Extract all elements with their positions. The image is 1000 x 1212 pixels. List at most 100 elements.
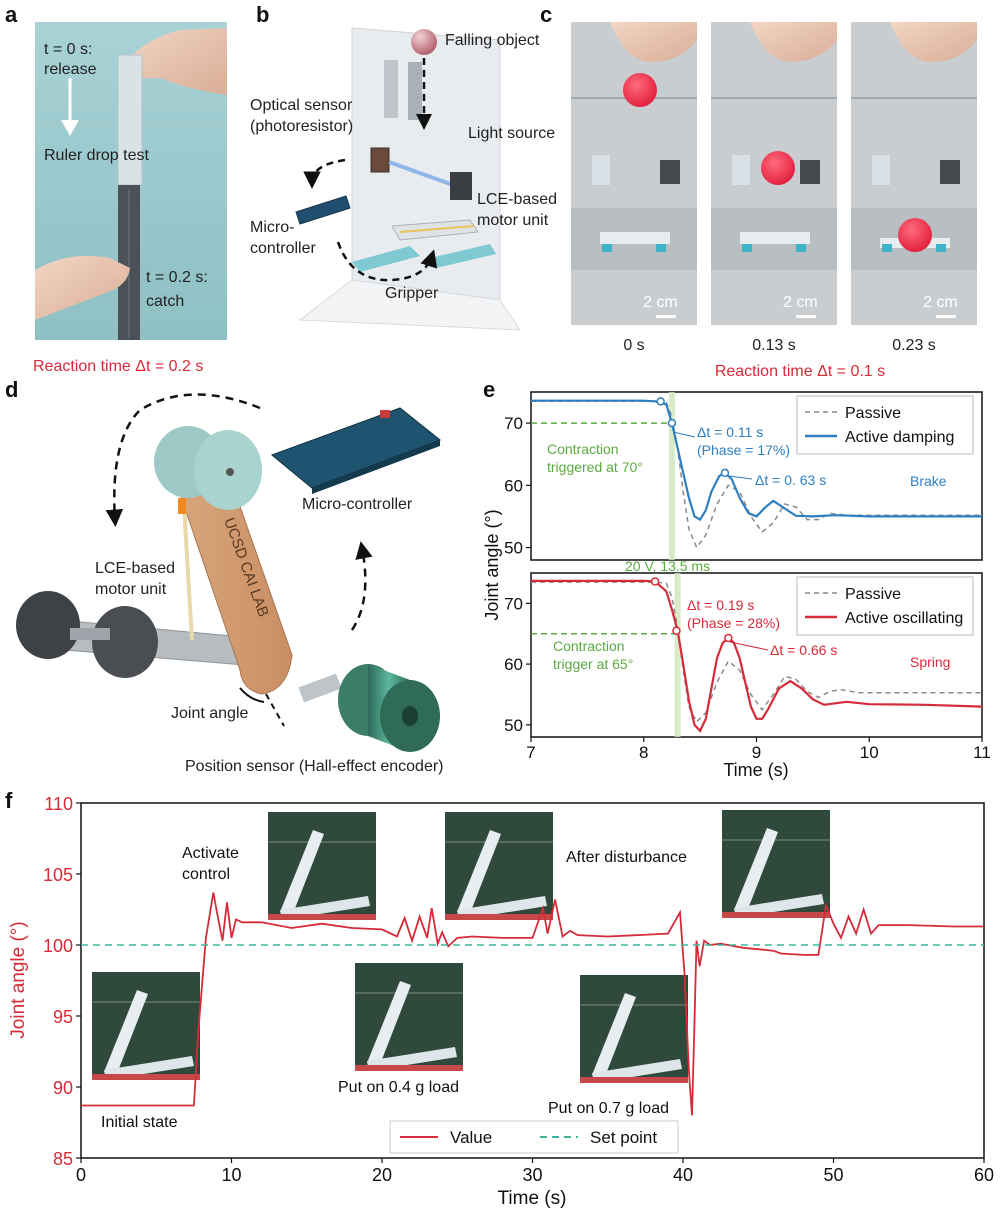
legend-box <box>796 576 974 636</box>
legend-label: Passive <box>845 586 901 603</box>
chart-e: 50 60 70 Passive Active damping 50 60 70 Passive… <box>482 391 991 780</box>
y-tick-label: 105 <box>43 865 73 885</box>
y-tick-label: 50 <box>504 716 523 735</box>
optical-sensor-label-line2: (photoresistor) <box>250 118 353 135</box>
panel-letter-f: f <box>5 788 13 813</box>
event-marker <box>724 633 733 643</box>
inset-photo <box>722 810 830 918</box>
frame-time-label: 0.13 s <box>752 337 796 354</box>
annotation-contraction: Contraction <box>547 441 619 457</box>
panel-letter-a: a <box>5 2 18 27</box>
microcontroller-label-d: Micro-controller <box>302 496 413 513</box>
scale-label: 2 cm <box>643 294 678 311</box>
annotation-put-07: Put on 0.7 g load <box>548 1100 669 1117</box>
annotation-leader <box>672 431 696 438</box>
annotation-leader <box>728 475 753 480</box>
panel-letter-e: e <box>483 377 495 402</box>
scale-label: 2 cm <box>923 294 958 311</box>
annotation-brake: Brake <box>910 473 947 489</box>
reaction-time-a: Reaction time Δt = 0.2 s <box>33 358 203 375</box>
scale-bar <box>656 315 676 318</box>
inset-base <box>268 914 376 920</box>
joint-illustration <box>16 393 441 752</box>
y-tick-label: 50 <box>504 539 523 558</box>
panel-letter-c: c <box>540 2 552 27</box>
annotation-control: control <box>182 866 230 883</box>
inset-photo <box>268 812 376 920</box>
lce-label-d-line1: LCE-based <box>95 560 175 577</box>
inset-photo <box>445 812 553 920</box>
x-axis-label: Time (s) <box>723 760 788 780</box>
inset-photo <box>580 975 688 1083</box>
y-tick-label: 95 <box>53 1007 73 1027</box>
annotation-dt: Δt = 0.11 s <box>697 424 763 440</box>
legend-label: Value <box>450 1128 492 1147</box>
inset-base <box>92 1074 200 1080</box>
annotation-after-disturbance: After disturbance <box>566 849 687 866</box>
x-tick-label: 0 <box>76 1165 86 1185</box>
event-marker <box>667 418 677 428</box>
annotation-trigger: triggered at 70° <box>547 459 643 475</box>
light-source-label: Light source <box>468 125 555 142</box>
lce-label-d-line2: motor unit <box>95 581 167 598</box>
x-tick-label: 50 <box>823 1165 843 1185</box>
inset-arm-vertical <box>280 830 324 916</box>
inset-arm-vertical <box>457 830 501 916</box>
x-tick-label: 20 <box>372 1165 392 1185</box>
release-label-line2: release <box>44 61 97 78</box>
x-axis-label: Time (s) <box>498 1188 567 1209</box>
y-tick-label: 90 <box>53 1078 73 1098</box>
catch-label-line2: catch <box>146 293 184 310</box>
ruler-drop-photo <box>35 22 227 340</box>
frame-time-label: 0 s <box>623 337 644 354</box>
optical-sensor-label-line1: Optical sensor <box>250 97 353 114</box>
event-marker <box>720 468 730 478</box>
x-tick-label: 8 <box>639 743 648 762</box>
inset-photo <box>355 963 463 1071</box>
x-tick-label: 30 <box>522 1165 542 1185</box>
y-tick-label: 60 <box>504 655 523 674</box>
frame-0 <box>571 22 697 325</box>
event-marker <box>672 626 681 635</box>
frame-time-label: 0.23 s <box>892 337 936 354</box>
event-marker <box>656 397 665 406</box>
annotation-spring: Spring <box>910 654 950 670</box>
panel-letter-b: b <box>256 2 269 27</box>
lce-label-b-line1: LCE-based <box>477 191 557 208</box>
x-tick-label: 40 <box>673 1165 693 1185</box>
legend-box <box>796 395 974 455</box>
gripper-label: Gripper <box>385 285 439 302</box>
y-tick-label: 70 <box>504 594 523 613</box>
inset-arm-vertical <box>592 993 636 1079</box>
position-sensor-label: Position sensor (Hall-effect encoder) <box>185 758 444 775</box>
falling-object-label: Falling object <box>445 32 540 49</box>
frame-023 <box>851 22 977 325</box>
annotation-stimulus: 20 V, 13.5 ms <box>625 558 710 574</box>
microcontroller-label-b-line2: controller <box>250 240 316 257</box>
x-tick-label: 7 <box>526 743 535 762</box>
inset-base <box>445 914 553 920</box>
annotation-phase: (Phase = 28%) <box>687 615 780 631</box>
inset-base <box>722 912 830 918</box>
inset-arm-vertical <box>367 981 411 1067</box>
inset-base <box>355 1065 463 1071</box>
inset-photo <box>92 972 200 1080</box>
annotation-leader <box>729 641 769 651</box>
x-tick-label: 10 <box>860 743 879 762</box>
annotation-put-04: Put on 0.4 g load <box>338 1079 459 1096</box>
y-tick-label: 110 <box>44 794 73 814</box>
y-tick-label: 60 <box>504 476 523 495</box>
stimulus-band <box>668 392 675 560</box>
annotation-trigger: trigger at 65° <box>553 656 633 672</box>
scale-bar <box>936 315 956 318</box>
annotation-contraction: Contraction <box>553 638 625 654</box>
series-line-value <box>81 892 984 1116</box>
series-line-passive <box>531 400 982 550</box>
lce-label-b-line2: motor unit <box>477 212 549 229</box>
inset-arm-vertical <box>734 828 778 914</box>
event-marker <box>650 577 660 586</box>
legend-label: Active damping <box>845 429 954 446</box>
inset-arm-vertical <box>104 990 148 1076</box>
scale-label: 2 cm <box>783 294 818 311</box>
